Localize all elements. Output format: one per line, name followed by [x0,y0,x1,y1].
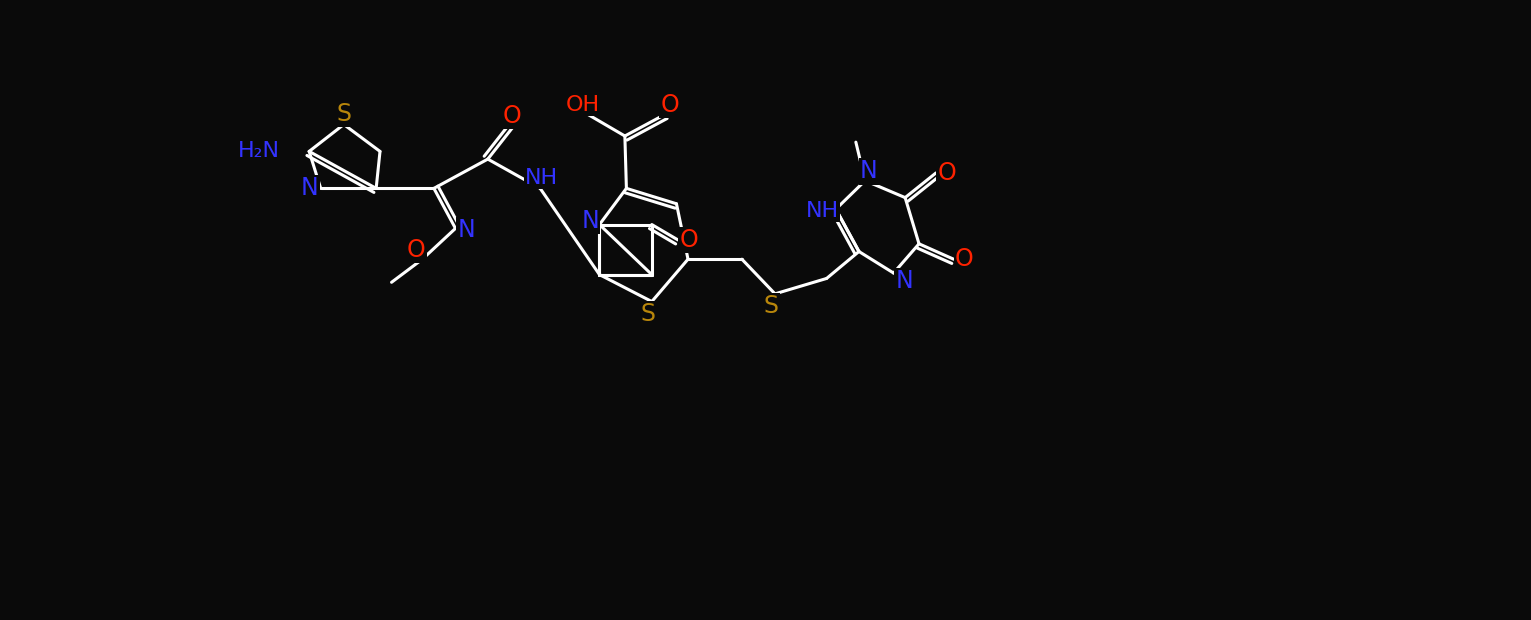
Text: N: N [458,218,475,242]
Text: S: S [640,302,655,326]
Text: O: O [955,247,974,271]
Text: OH: OH [566,95,600,115]
Text: N: N [896,268,914,293]
Text: O: O [680,228,698,252]
Text: O: O [502,104,521,128]
Text: O: O [407,238,426,262]
Text: NH: NH [525,167,559,188]
Text: O: O [937,161,955,185]
Text: H₂N: H₂N [239,141,280,161]
Text: S: S [337,102,351,126]
Text: O: O [660,93,678,117]
Text: NH: NH [805,201,839,221]
Text: N: N [302,176,318,200]
Text: N: N [860,159,877,184]
Text: N: N [582,209,599,232]
Text: S: S [764,294,779,318]
